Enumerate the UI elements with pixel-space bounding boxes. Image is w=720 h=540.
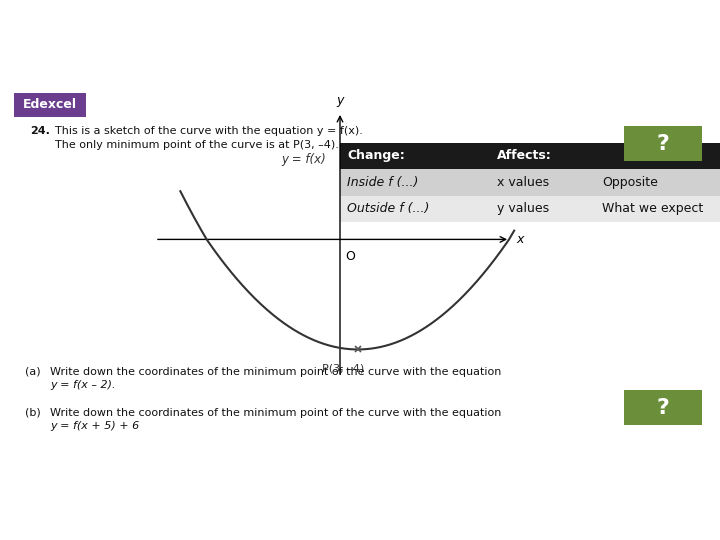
Text: The only minimum point of the curve is at P(3, –4).: The only minimum point of the curve is a… [55,139,339,150]
FancyBboxPatch shape [624,126,702,161]
Text: O: O [345,249,355,262]
Text: Further Exam Example: Further Exam Example [13,19,332,43]
Text: Affects:: Affects: [497,150,552,163]
Text: y = f(x – 2).: y = f(x – 2). [50,380,115,390]
Text: Edexcel: Edexcel [23,98,77,111]
FancyBboxPatch shape [340,143,720,169]
Text: What we expect: What we expect [602,202,703,215]
Text: P(3, –4): P(3, –4) [322,364,364,374]
FancyBboxPatch shape [624,390,702,425]
FancyBboxPatch shape [340,195,720,222]
Text: Write down the coordinates of the minimum point of the curve with the equation: Write down the coordinates of the minimu… [50,367,501,377]
Text: ?: ? [657,397,670,417]
Text: ?: ? [657,133,670,153]
Text: y: y [336,94,343,107]
FancyBboxPatch shape [340,169,720,195]
Text: (a): (a) [25,367,40,377]
Text: This is a sketch of the curve with the equation y = f(x).: This is a sketch of the curve with the e… [55,126,363,136]
Text: x values: x values [497,176,549,189]
Text: Outside f (...): Outside f (...) [347,202,429,215]
FancyBboxPatch shape [14,93,86,117]
Text: (b): (b) [25,408,41,417]
Text: x: x [516,233,523,246]
Text: Write down the coordinates of the minimum point of the curve with the equation: Write down the coordinates of the minimu… [50,408,501,417]
Text: y values: y values [497,202,549,215]
Text: Inside f (...): Inside f (...) [347,176,418,189]
Text: y = f(x + 5) + 6: y = f(x + 5) + 6 [50,421,139,431]
Text: Opposite: Opposite [602,176,658,189]
Text: y = f(x): y = f(x) [282,153,327,166]
Text: Change:: Change: [347,150,405,163]
Text: 24.: 24. [30,126,50,136]
